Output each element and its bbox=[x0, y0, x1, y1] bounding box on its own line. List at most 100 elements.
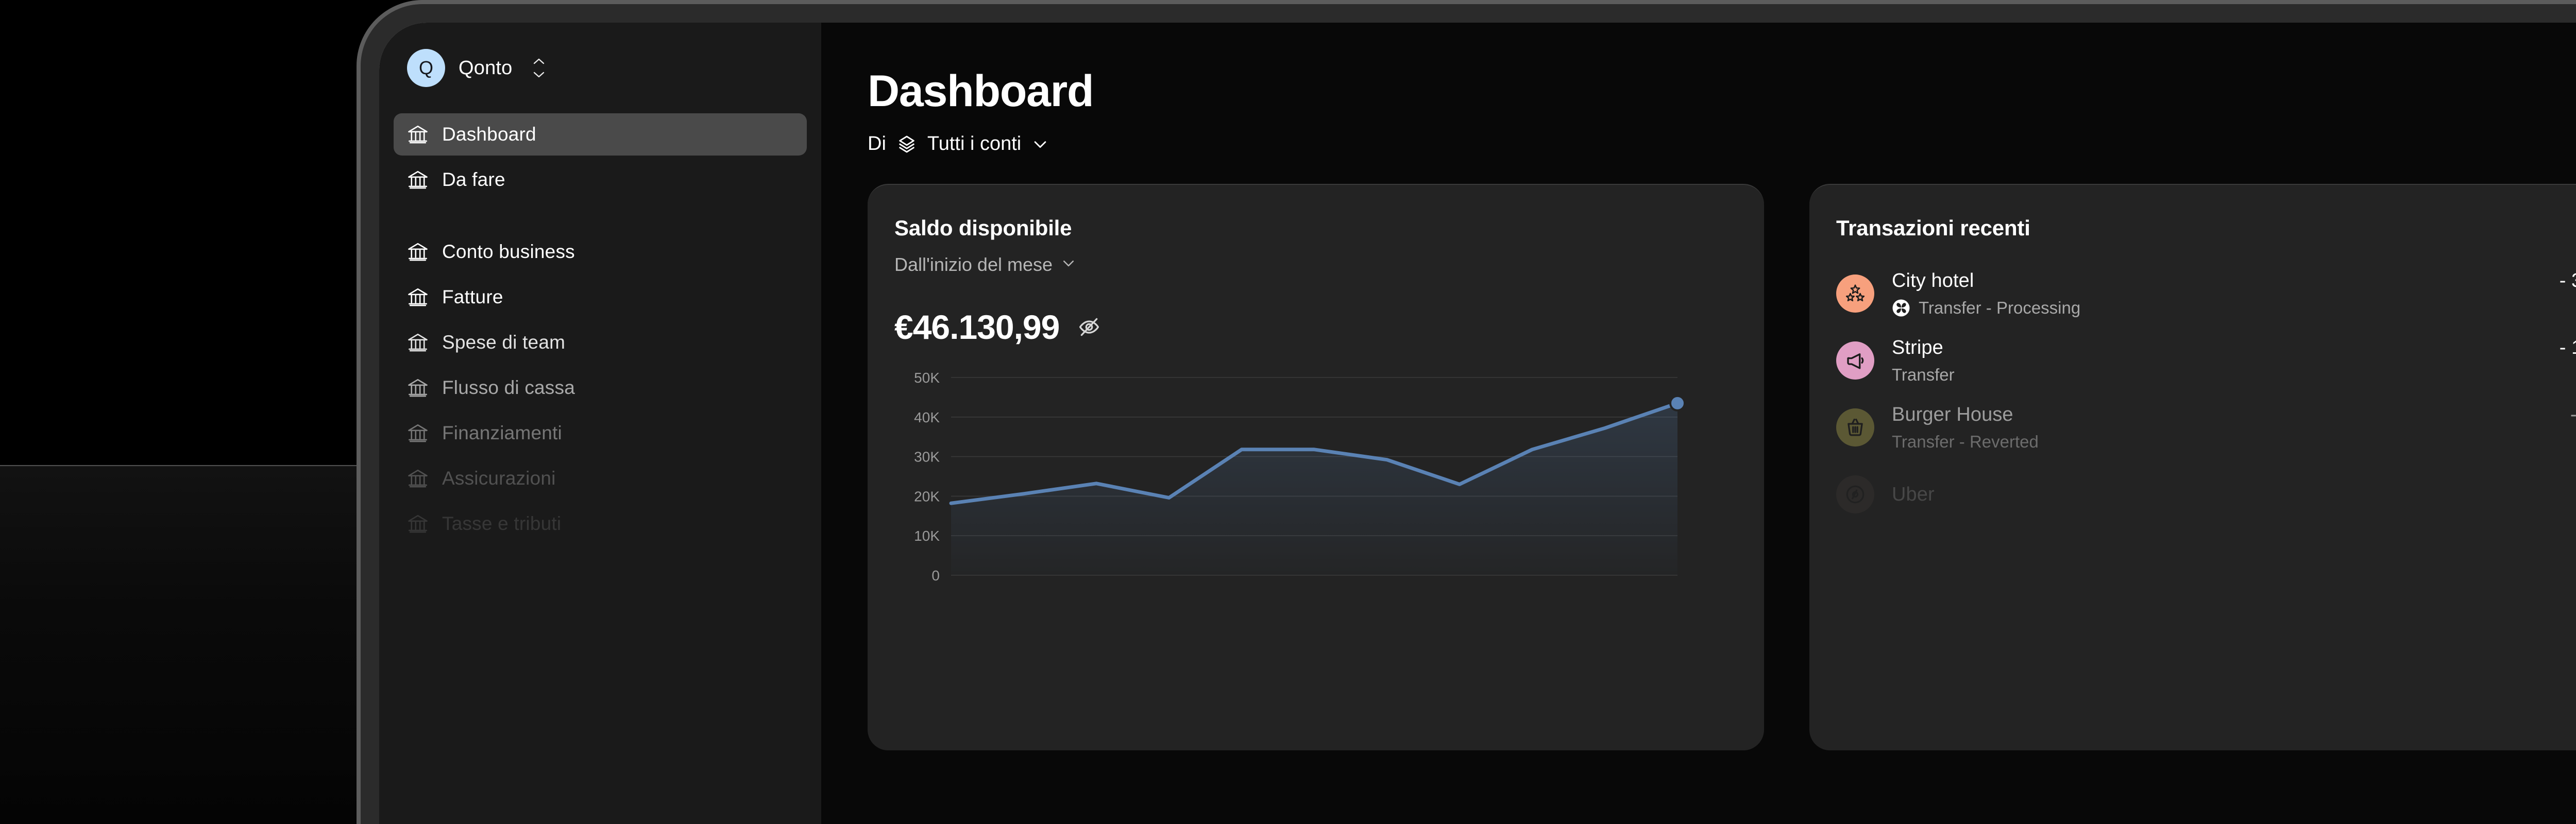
bank-icon bbox=[407, 422, 429, 444]
bank-icon bbox=[407, 513, 429, 535]
sidebar: Q Qonto Dashboard Da fare bbox=[379, 23, 821, 824]
transaction-subtitle: Transfer bbox=[1892, 365, 1955, 384]
basket-icon bbox=[1836, 408, 1874, 447]
main-content: Dashboard Di Tutti i conti bbox=[821, 23, 2576, 824]
transaction-amount-line: - 140,00 EUR bbox=[2560, 337, 2576, 359]
megaphone-icon bbox=[1836, 341, 1874, 380]
transaction-subtitle-row: Transfer bbox=[1892, 365, 2542, 385]
y-axis-tick-label: 40K bbox=[914, 409, 940, 425]
transactions-card: Transazioni recenti Vedi tutte City hote… bbox=[1809, 184, 2576, 750]
transaction-amount: - 23,00 EUR bbox=[2570, 404, 2576, 426]
transaction-subtitle: Transfer - Reverted bbox=[1892, 432, 2039, 451]
account-filter[interactable]: Di Tutti i conti bbox=[868, 133, 2576, 155]
sidebar-item-assicurazioni[interactable]: Assicurazioni bbox=[394, 457, 807, 500]
transactions-list: City hotel Transfer - Processing - 360,00… bbox=[1809, 260, 2576, 528]
chevron-up-down-icon[interactable] bbox=[532, 58, 546, 78]
transaction-name: Burger House bbox=[1892, 403, 2013, 425]
bank-icon bbox=[407, 169, 429, 191]
sidebar-nav: Dashboard Da fare Conto business Fatture… bbox=[394, 113, 807, 545]
transaction-name: Stripe bbox=[1892, 336, 1943, 358]
transaction-amount-block: - 360,00 EUR 5 ago bbox=[2560, 270, 2576, 318]
filter-value-label: Tutti i conti bbox=[927, 133, 1022, 154]
transaction-amount-line: - 360,00 EUR bbox=[2560, 270, 2576, 292]
bank-icon bbox=[407, 468, 429, 489]
sidebar-item-label: Finanziamenti bbox=[442, 422, 562, 443]
transaction-row[interactable]: Burger House Transfer - Reverted - 23,00 E… bbox=[1809, 394, 2576, 461]
sidebar-item-da-fare[interactable]: Da fare bbox=[394, 159, 807, 201]
tablet-device-frame: Q Qonto Dashboard Da fare bbox=[361, 4, 2576, 824]
chevron-down-icon[interactable] bbox=[1031, 135, 1049, 153]
sidebar-item-label: Fatture bbox=[442, 286, 503, 307]
sidebar-item-conto-business[interactable]: Conto business bbox=[394, 231, 807, 273]
transactions-card-title: Transazioni recenti bbox=[1836, 216, 2030, 240]
sidebar-item-label: Tasse e tributi bbox=[442, 513, 562, 534]
sidebar-item-dashboard[interactable]: Dashboard bbox=[394, 113, 807, 156]
transaction-details: City hotel Transfer - Processing bbox=[1892, 270, 2542, 318]
transaction-subtitle-row: Transfer - Processing bbox=[1892, 298, 2542, 318]
y-axis-tick-label: 0 bbox=[931, 568, 940, 583]
transaction-subtitle-row: Transfer - Reverted bbox=[1892, 432, 2553, 452]
transaction-amount-line: - 23,00 EUR bbox=[2570, 404, 2576, 426]
y-axis-tick-label: 20K bbox=[914, 488, 940, 504]
sidebar-item-flusso-di-cassa[interactable]: Flusso di cassa bbox=[394, 367, 807, 409]
sidebar-item-label: Conto business bbox=[442, 241, 575, 262]
transaction-subtitle: Transfer - Processing bbox=[1919, 298, 2081, 317]
transaction-details: Stripe Transfer bbox=[1892, 337, 2542, 385]
transaction-time: 2 AGO bbox=[2560, 365, 2576, 385]
bank-icon bbox=[407, 332, 429, 353]
sidebar-item-finanziamenti[interactable]: Finanziamenti bbox=[394, 412, 807, 454]
chart-end-marker bbox=[1669, 394, 1686, 411]
sidebar-item-fatture[interactable]: Fatture bbox=[394, 276, 807, 318]
sidebar-item-spese-di-team[interactable]: Spese di team bbox=[394, 321, 807, 364]
eye-off-icon[interactable] bbox=[1078, 316, 1100, 338]
car-icon bbox=[1836, 475, 1874, 513]
sidebar-group-separator bbox=[394, 204, 807, 231]
bank-icon bbox=[407, 377, 429, 399]
chart-line bbox=[949, 401, 1680, 505]
bank-icon bbox=[407, 286, 429, 308]
balance-line-chart: 0 10K 20K 30K 40K 50K bbox=[914, 370, 1686, 583]
balance-card-title: Saldo disponibile bbox=[894, 216, 1072, 240]
sidebar-item-tasse-e-tributi[interactable]: Tasse e tributi bbox=[394, 503, 807, 545]
balance-amount: €46.130,99 bbox=[894, 308, 1060, 346]
layers-icon bbox=[896, 134, 917, 154]
bank-icon bbox=[407, 124, 429, 145]
bank-icon bbox=[407, 241, 429, 263]
three-stars-icon bbox=[1836, 274, 1874, 313]
transaction-amount-block: - 140,00 EUR 2 AGO bbox=[2560, 337, 2576, 385]
workspace-name: Qonto bbox=[459, 57, 513, 79]
y-axis-tick-label: 10K bbox=[914, 528, 940, 544]
chevron-down-icon bbox=[1061, 254, 1076, 276]
transaction-time: 1 Ago bbox=[2570, 432, 2576, 452]
transaction-row[interactable]: City hotel Transfer - Processing - 360,00… bbox=[1809, 260, 2576, 327]
sidebar-item-label: Flusso di cassa bbox=[442, 377, 575, 398]
balance-amount-row: €46.130,99 bbox=[894, 307, 1737, 347]
sidebar-item-label: Assicurazioni bbox=[442, 468, 556, 489]
transaction-name: City hotel bbox=[1892, 269, 1974, 291]
transaction-details: Burger House Transfer - Reverted bbox=[1892, 404, 2553, 452]
y-axis-tick-label: 50K bbox=[914, 370, 940, 386]
workspace-switcher[interactable]: Q Qonto bbox=[394, 43, 807, 93]
transaction-row[interactable]: Uber- 60,00 EUR bbox=[1809, 461, 2576, 528]
transaction-details: Uber bbox=[1892, 484, 2576, 506]
transaction-row[interactable]: Stripe Transfer - 140,00 EUR 2 AGO bbox=[1809, 327, 2576, 394]
sidebar-item-label: Spese di team bbox=[442, 332, 566, 353]
transaction-time: 5 ago bbox=[2560, 298, 2576, 318]
sidebar-item-label: Da fare bbox=[442, 169, 505, 190]
balance-card: Saldo disponibile Dall'inizio del mese bbox=[868, 184, 1764, 750]
transaction-amount: - 360,00 EUR bbox=[2559, 269, 2576, 291]
sidebar-item-label: Dashboard bbox=[442, 124, 536, 145]
tablet-screen: Q Qonto Dashboard Da fare bbox=[379, 23, 2576, 824]
page-title: Dashboard bbox=[868, 66, 1094, 116]
transactions-card-header: Transazioni recenti Vedi tutte bbox=[1809, 216, 2576, 241]
balance-period-label: Dall'inizio del mese bbox=[894, 254, 1053, 275]
balance-period-selector[interactable]: Dall'inizio del mese bbox=[894, 254, 1737, 276]
y-axis-tick-label: 30K bbox=[914, 449, 940, 465]
workspace-avatar: Q bbox=[407, 49, 445, 87]
processing-icon bbox=[1892, 299, 1910, 317]
balance-chart: 0 10K 20K 30K 40K 50K bbox=[868, 368, 1764, 605]
dashboard-cards: Saldo disponibile Dall'inizio del mese bbox=[868, 184, 2576, 750]
filter-prefix-label: Di bbox=[868, 133, 886, 154]
transaction-name: Uber bbox=[1892, 483, 1935, 505]
